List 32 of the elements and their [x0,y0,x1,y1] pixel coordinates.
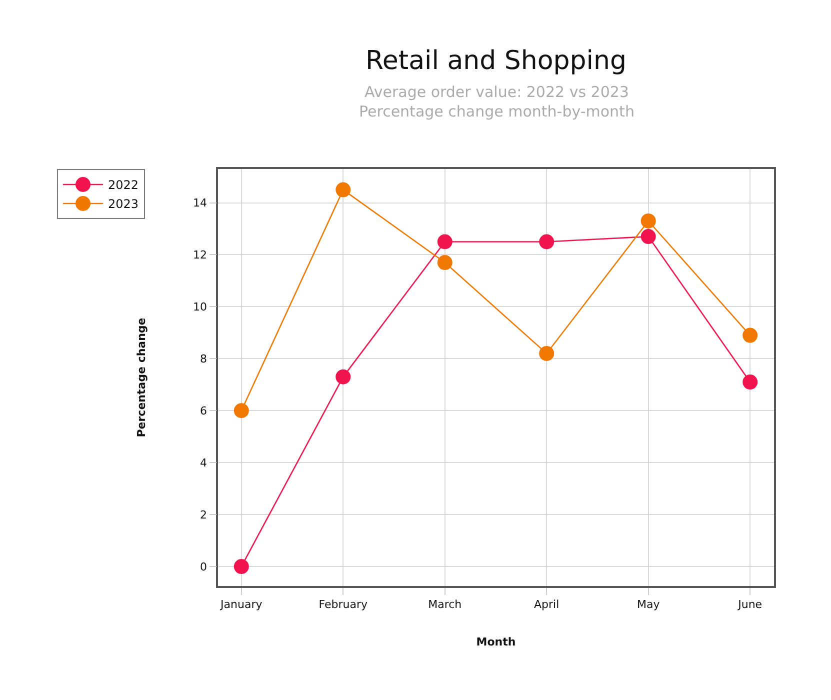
x-tick-label: March [428,598,462,611]
point [742,374,758,390]
point [640,229,656,244]
x-tick-label: February [318,598,368,611]
y-tick-label: 4 [200,456,208,470]
x-tick-label: April [534,598,560,611]
point [336,182,351,198]
point [336,369,351,384]
point [437,234,452,250]
y-tick-label: 0 [200,560,208,574]
point [539,346,554,361]
legend-label: 2022 [108,178,139,192]
point [539,234,554,250]
point [234,403,249,418]
y-tick-label: 12 [193,248,208,262]
y-tick-label: 6 [200,404,208,418]
x-tick-label: June [737,598,762,611]
point [234,559,249,574]
point [742,328,758,343]
x-axis-title: Month [476,636,516,649]
y-tick-label: 10 [193,300,208,314]
point [640,213,656,228]
chart-subtitle: Average order value: 2022 vs 2023 Percentage change month-by-month [359,83,634,120]
chart-title: Retail and Shopping [365,46,627,76]
y-tick-label: 2 [200,508,208,522]
legend-label: 2023 [108,197,139,212]
x-tick-label: May [636,598,660,611]
y-tick-label: 8 [200,352,208,366]
y-axis-title: Percentage change [135,318,148,438]
point [437,255,452,270]
x-tick-label: January [220,598,263,611]
y-tick-label: 14 [193,196,208,210]
